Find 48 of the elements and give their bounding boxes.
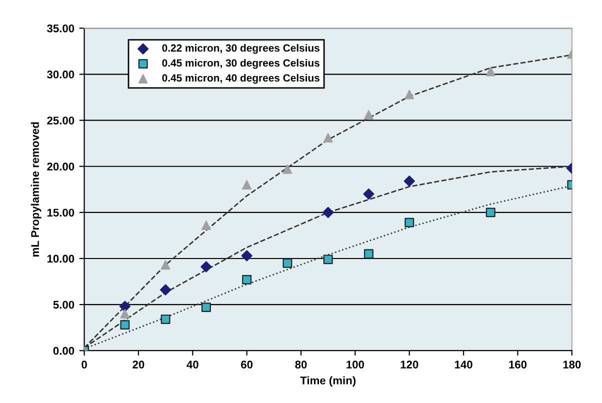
point [201, 220, 211, 230]
point [404, 176, 415, 187]
point [363, 188, 374, 200]
y-tick-label: 30.00 [47, 70, 74, 78]
y-tick-label: 10.00 [47, 254, 74, 263]
point [364, 110, 374, 120]
point [119, 300, 130, 312]
point [160, 314, 170, 324]
point [323, 254, 333, 264]
point [160, 260, 170, 270]
y-tick-label: 15.00 [47, 208, 74, 217]
x-tick-label: 40 [186, 360, 198, 368]
point [282, 258, 292, 268]
point [120, 309, 130, 318]
y-tick-label: 25.00 [47, 116, 74, 124]
point [322, 206, 334, 218]
y-tick-label: 20.00 [47, 162, 74, 171]
x-tick-label: 120 [400, 360, 418, 368]
legend-label: 0.45 micron, 30 degrees Celsius [162, 58, 320, 69]
y-tick-label: 5.00 [53, 300, 74, 309]
x-tick-label: 100 [346, 360, 364, 368]
point [160, 284, 172, 296]
x-tick-label: 20 [132, 360, 144, 368]
point [201, 302, 211, 312]
y-tick-label: 0.00 [53, 346, 74, 355]
legend-label: 0.22 micron, 30 degrees Celsius [162, 44, 320, 54]
y-axis-title: mL Propylamine removed [30, 122, 42, 256]
point [282, 164, 292, 174]
x-tick-label: 160 [509, 360, 527, 368]
point [404, 218, 414, 228]
point [323, 133, 333, 143]
x-tick-label: 0 [82, 360, 87, 368]
legend-label: 0.45 micron, 40 degrees Celsius [162, 74, 320, 84]
x-tick-label: 80 [295, 360, 307, 368]
point [242, 180, 252, 190]
point [404, 90, 414, 100]
point [120, 320, 130, 330]
x-tick-label: 60 [241, 360, 253, 368]
x-axis-title: Time (min) [300, 376, 356, 387]
point [242, 274, 252, 284]
point [200, 261, 212, 272]
x-tick-label: 140 [454, 360, 472, 368]
point [486, 208, 496, 218]
point [241, 250, 252, 262]
y-tick-label: 35.00 [47, 24, 74, 32]
point [486, 66, 496, 76]
point [364, 249, 374, 259]
x-tick-label: 180 [563, 360, 581, 368]
